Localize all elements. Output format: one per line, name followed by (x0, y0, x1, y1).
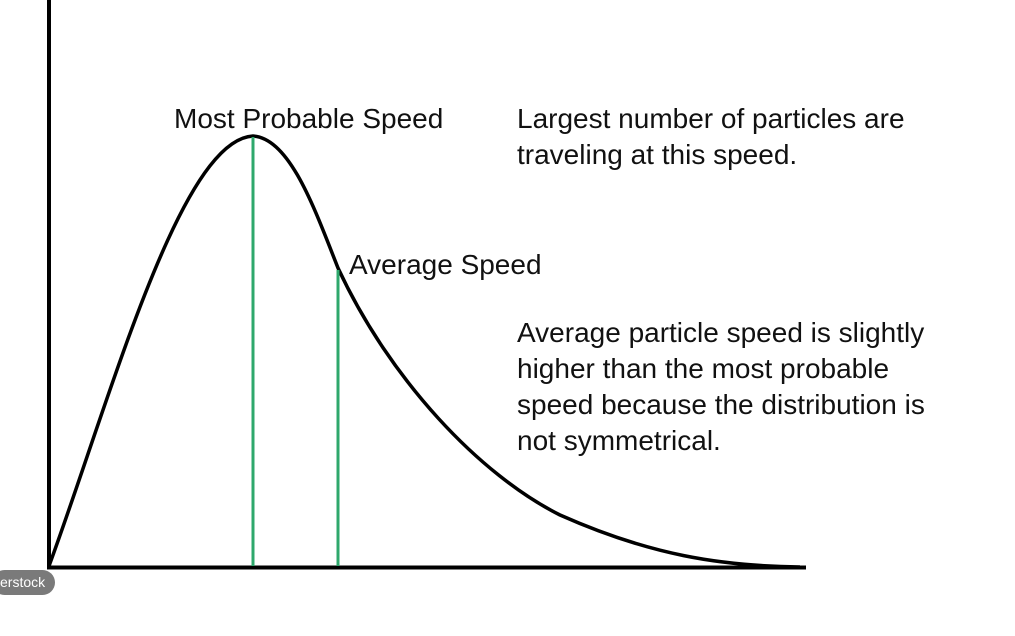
note-line: Average particle speed is slightly (517, 317, 925, 348)
note-line: Largest number of particles are (517, 103, 905, 134)
most-probable-speed-label: Most Probable Speed (174, 103, 443, 134)
most-probable-speed-note: Largest number of particles are travelin… (517, 101, 987, 173)
note-line: traveling at this speed. (517, 139, 798, 170)
watermark-badge: erstock (0, 570, 56, 595)
distribution-curve (47, 134, 801, 569)
note-line: higher than the most probable (517, 353, 890, 384)
note-line: not symmetrical. (517, 425, 721, 456)
average-speed-label: Average Speed (349, 249, 542, 280)
average-speed-note: Average particle speed is slightly highe… (517, 315, 997, 459)
note-line: speed because the distribution is (517, 389, 925, 420)
